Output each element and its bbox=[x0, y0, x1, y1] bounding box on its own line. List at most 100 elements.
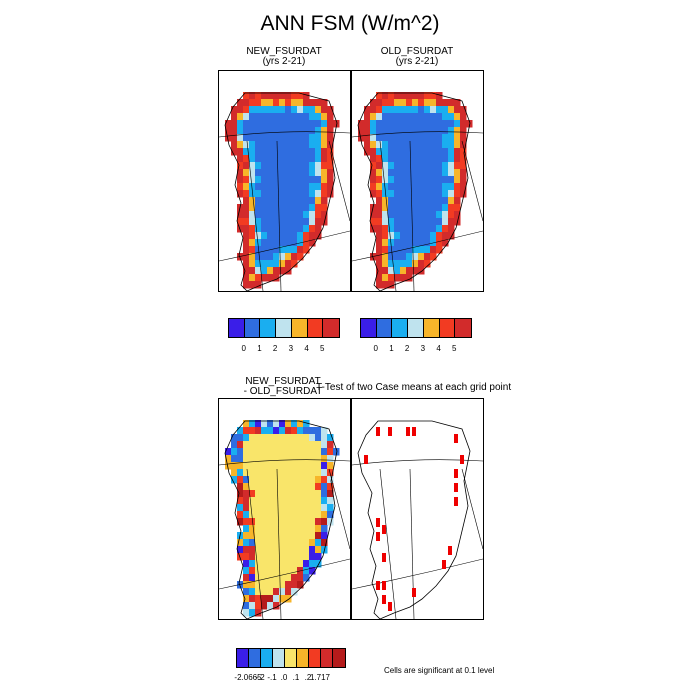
map-cell bbox=[243, 497, 250, 505]
map-cell bbox=[315, 511, 322, 519]
map-cell bbox=[267, 253, 274, 261]
map-cell bbox=[285, 169, 292, 177]
map-cell bbox=[261, 490, 268, 498]
map-cell bbox=[315, 539, 322, 547]
map-cell bbox=[237, 225, 244, 233]
map-cell bbox=[321, 497, 328, 505]
map-cell bbox=[249, 274, 256, 282]
map-cell bbox=[291, 92, 298, 100]
map-cell bbox=[285, 197, 292, 205]
map-cell bbox=[267, 148, 274, 156]
map-cell bbox=[309, 455, 316, 463]
map-cell bbox=[297, 134, 304, 142]
map-cell bbox=[291, 525, 298, 533]
map-cell bbox=[333, 120, 340, 128]
map-cell bbox=[285, 574, 292, 582]
map-cell bbox=[418, 162, 425, 170]
map-cell bbox=[406, 148, 413, 156]
map-cell bbox=[297, 518, 304, 526]
map-cell bbox=[321, 190, 328, 198]
map-cell bbox=[291, 134, 298, 142]
map-cell bbox=[309, 441, 316, 449]
map-cell bbox=[424, 190, 431, 198]
map-cell bbox=[315, 106, 322, 114]
map-cell bbox=[430, 211, 437, 219]
map-cell bbox=[400, 141, 407, 149]
map-cell bbox=[267, 155, 274, 163]
significant-cell bbox=[382, 553, 386, 562]
map-cell bbox=[237, 427, 244, 435]
map-cell bbox=[255, 602, 262, 610]
map-cell bbox=[327, 455, 334, 463]
map-cell bbox=[364, 127, 371, 135]
map-cell bbox=[267, 427, 274, 435]
map-cell bbox=[418, 106, 425, 114]
map-cell bbox=[261, 553, 268, 561]
colorbar-tick-label: 0 bbox=[373, 344, 378, 353]
map-cell bbox=[279, 211, 286, 219]
map-cell bbox=[285, 120, 292, 128]
map-cell bbox=[358, 120, 365, 128]
map-cell bbox=[255, 539, 262, 547]
map-cell bbox=[406, 169, 413, 177]
map-cell bbox=[237, 455, 244, 463]
map-cell bbox=[255, 239, 262, 247]
map-cell bbox=[249, 204, 256, 212]
map-cell bbox=[309, 539, 316, 547]
map-cell bbox=[303, 427, 310, 435]
map-cell bbox=[261, 511, 268, 519]
significant-cell bbox=[382, 525, 386, 534]
map-cell bbox=[249, 211, 256, 219]
graticule bbox=[352, 459, 483, 619]
map-cell bbox=[309, 106, 316, 114]
map-cell bbox=[267, 448, 274, 456]
map-cell bbox=[255, 204, 262, 212]
map-cell bbox=[279, 441, 286, 449]
map-cell bbox=[442, 169, 449, 177]
map-cell bbox=[261, 574, 268, 582]
map-cell bbox=[406, 176, 413, 184]
map-cell bbox=[309, 497, 316, 505]
colorbar-ticks-old: 0 1 2 3 4 5 bbox=[360, 344, 470, 354]
map-cell bbox=[225, 134, 232, 142]
map-cell bbox=[394, 260, 401, 268]
map-cell bbox=[394, 197, 401, 205]
map-cell bbox=[448, 176, 455, 184]
map-cell bbox=[249, 169, 256, 177]
map-cell bbox=[243, 427, 250, 435]
map-cell bbox=[418, 141, 425, 149]
map-cell bbox=[406, 183, 413, 191]
map-cell bbox=[303, 218, 310, 226]
map-cell bbox=[243, 211, 250, 219]
map-cell bbox=[267, 539, 274, 547]
map-cell bbox=[315, 497, 322, 505]
map-cell bbox=[279, 190, 286, 198]
map-cell bbox=[321, 162, 328, 170]
map-cell bbox=[303, 434, 310, 442]
map-cell bbox=[376, 260, 383, 268]
map-cell bbox=[267, 434, 274, 442]
map-cell bbox=[388, 246, 395, 254]
map-cell bbox=[364, 113, 371, 121]
map-cell bbox=[424, 211, 431, 219]
map-cell bbox=[448, 225, 455, 233]
map-cell bbox=[436, 92, 443, 100]
map-cell bbox=[327, 162, 334, 170]
map-cell bbox=[297, 560, 304, 568]
map-cell bbox=[297, 253, 304, 261]
map-cell bbox=[394, 239, 401, 247]
map-cell bbox=[297, 427, 304, 435]
map-cell bbox=[231, 127, 238, 135]
map-cell bbox=[255, 574, 262, 582]
map-cell bbox=[267, 420, 274, 428]
map-cell bbox=[231, 448, 238, 456]
map-cell bbox=[394, 253, 401, 261]
map-cell bbox=[382, 106, 389, 114]
colorbar-tick-label: 3 bbox=[288, 344, 294, 353]
map-cell bbox=[412, 260, 419, 268]
map-cell bbox=[273, 483, 280, 491]
colorbar-tick-label: 5 bbox=[320, 344, 325, 353]
map-cell bbox=[297, 197, 304, 205]
map-cell bbox=[321, 483, 328, 491]
map-cell bbox=[418, 134, 425, 142]
